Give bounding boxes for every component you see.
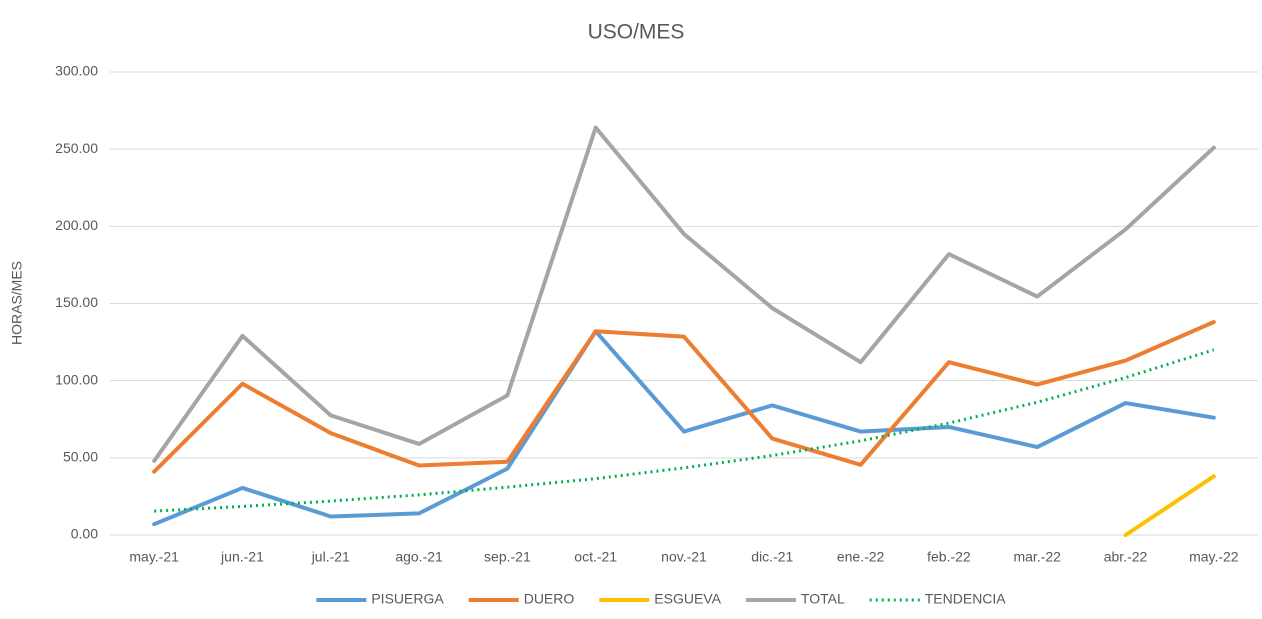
x-tick-label: may.-22	[1189, 549, 1239, 565]
y-tick-label: 200.00	[55, 217, 98, 233]
x-tick-label: abr.-22	[1104, 549, 1148, 565]
x-tick-label: feb.-22	[927, 549, 971, 565]
series-line	[152, 125, 1216, 463]
series-line	[1123, 474, 1216, 537]
legend-label: ESGUEVA	[654, 591, 721, 607]
y-tick-label: 100.00	[55, 371, 98, 387]
series-line	[152, 320, 1216, 474]
x-tick-label: jun.-21	[220, 549, 264, 565]
legend-label: DUERO	[524, 591, 575, 607]
chart-title: USO/MES	[588, 21, 685, 44]
x-tick-label: oct.-21	[574, 549, 617, 565]
x-tick-label: dic.-21	[751, 549, 793, 565]
series-line	[152, 329, 1216, 527]
x-tick-label: jul.-21	[311, 549, 350, 565]
y-tick-label: 150.00	[55, 294, 98, 310]
y-tick-label: 250.00	[55, 140, 98, 156]
y-tick-label: 300.00	[55, 63, 98, 79]
legend-label: TENDENCIA	[925, 591, 1007, 607]
y-tick-label: 50.00	[63, 449, 98, 465]
y-axis-label: HORAS/MES	[9, 261, 25, 345]
legend-label: PISUERGA	[371, 591, 444, 607]
x-tick-label: may.-21	[129, 549, 179, 565]
y-tick-label: 0.00	[71, 526, 98, 542]
x-tick-label: sep.-21	[484, 549, 531, 565]
legend-label: TOTAL	[801, 591, 845, 607]
x-tick-label: mar.-22	[1013, 549, 1061, 565]
x-tick-label: ago.-21	[395, 549, 443, 565]
x-tick-label: ene.-22	[837, 549, 885, 565]
x-tick-label: nov.-21	[661, 549, 707, 565]
